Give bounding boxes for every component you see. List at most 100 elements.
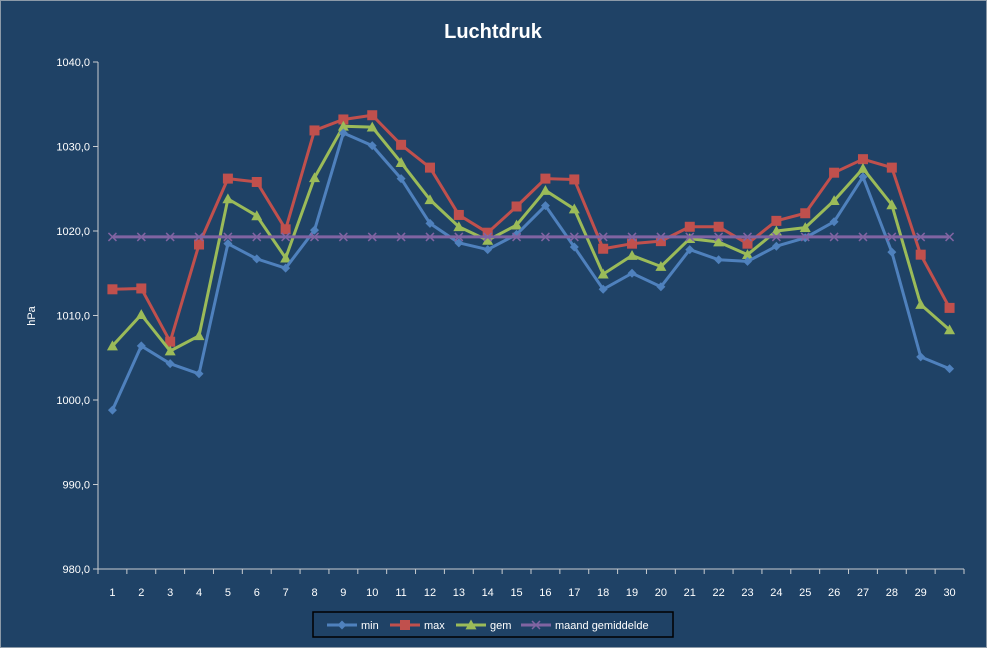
point-gem xyxy=(106,340,118,351)
point-max xyxy=(396,139,407,150)
point-gem xyxy=(857,162,869,173)
point-maand-gemiddelde xyxy=(771,232,781,242)
chart-title: Luchtdruk xyxy=(444,21,543,43)
point-gem xyxy=(164,345,176,356)
point-min xyxy=(743,256,752,266)
point-maand-gemiddelde xyxy=(685,232,695,242)
x-tick-label: 19 xyxy=(626,587,638,599)
point-maand-gemiddelde xyxy=(136,232,146,242)
x-tick-label: 9 xyxy=(340,587,346,599)
point-maand-gemiddelde xyxy=(483,232,493,242)
x-tick-label: 4 xyxy=(196,587,202,599)
legend-label: max xyxy=(424,620,445,632)
point-maand-gemiddelde-stroke xyxy=(252,232,262,242)
point-gem xyxy=(424,194,436,205)
y-tick-label: 1020,0 xyxy=(56,226,90,238)
x-tick-label: 15 xyxy=(510,587,522,599)
point-maand-gemiddelde-stroke xyxy=(136,232,146,242)
point-max xyxy=(280,224,291,235)
legend-label: min xyxy=(361,620,379,632)
point-maand-gemiddelde-stroke xyxy=(771,232,781,242)
point-max xyxy=(771,215,782,226)
point-maand-gemiddelde-stroke xyxy=(309,232,320,242)
point-max xyxy=(338,114,349,125)
point-max xyxy=(309,125,320,136)
point-gem xyxy=(713,236,725,247)
x-tick-label: 20 xyxy=(655,587,667,599)
point-maand-gemiddelde-stroke xyxy=(714,232,724,242)
legend-marker xyxy=(400,620,410,630)
point-maand-gemiddelde-stroke xyxy=(512,232,522,242)
point-gem xyxy=(655,260,667,271)
point-maand-gemiddelde xyxy=(512,232,522,242)
x-tick-label: 28 xyxy=(886,587,898,599)
point-maand-gemiddelde-stroke xyxy=(656,232,666,242)
x-tick-label: 5 xyxy=(225,587,231,599)
point-maand-gemiddelde-stroke xyxy=(829,232,839,242)
point-min xyxy=(252,254,262,264)
x-tick-label: 14 xyxy=(482,587,494,599)
point-max xyxy=(800,208,811,219)
point-min xyxy=(454,238,464,248)
point-max xyxy=(569,174,580,185)
point-maand-gemiddelde xyxy=(396,232,406,242)
series-maand-gemiddelde xyxy=(107,232,955,242)
point-gem xyxy=(539,184,551,195)
legend-item-gem: gem xyxy=(456,619,511,632)
point-min xyxy=(540,201,550,211)
point-maand-gemiddelde-stroke xyxy=(742,232,753,242)
point-min xyxy=(281,263,291,273)
x-tick-label: 2 xyxy=(138,587,144,599)
point-max xyxy=(713,221,724,232)
x-tick-label: 3 xyxy=(167,587,173,599)
legend-item-min: min xyxy=(327,620,379,632)
x-tick-label: 8 xyxy=(311,587,317,599)
point-max xyxy=(367,110,378,121)
legend-label: maand gemiddelde xyxy=(555,620,649,632)
point-maand-gemiddelde xyxy=(107,232,117,242)
x-tick-label: 18 xyxy=(597,587,609,599)
point-gem xyxy=(799,222,811,233)
point-maand-gemiddelde-stroke xyxy=(367,232,377,242)
point-min xyxy=(829,217,839,227)
point-max xyxy=(107,284,118,295)
point-gem xyxy=(309,172,320,183)
point-maand-gemiddelde xyxy=(829,232,839,242)
point-maand-gemiddelde xyxy=(598,232,608,242)
y-axis-title: hPa xyxy=(26,305,38,325)
point-maand-gemiddelde-stroke xyxy=(916,232,926,242)
point-min xyxy=(656,282,666,292)
point-min xyxy=(483,245,493,255)
point-min xyxy=(367,141,377,151)
point-maand-gemiddelde xyxy=(367,232,377,242)
axes: 980,0 990,0 1000,0 1010,0 1020,0 1030,0 1040,0… xyxy=(56,57,965,599)
point-maand-gemiddelde-stroke xyxy=(223,232,233,242)
x-tick-label: 29 xyxy=(915,587,927,599)
point-gem xyxy=(337,120,349,131)
x-tick-label: 23 xyxy=(741,587,753,599)
legend-marker xyxy=(337,620,347,630)
legend-marker xyxy=(531,620,541,630)
point-maand-gemiddelde-stroke xyxy=(887,232,897,242)
point-maand-gemiddelde xyxy=(569,232,579,242)
point-gem xyxy=(770,225,782,236)
x-tick-label: 26 xyxy=(828,587,840,599)
point-min xyxy=(569,242,579,252)
y-tick-label: 1010,0 xyxy=(56,311,90,323)
point-min xyxy=(194,369,204,379)
point-maand-gemiddelde xyxy=(800,232,810,242)
point-max xyxy=(857,154,868,165)
point-maand-gemiddelde-stroke xyxy=(569,232,579,242)
point-min xyxy=(945,364,955,374)
point-maand-gemiddelde xyxy=(858,232,868,242)
point-max xyxy=(742,238,753,249)
point-min xyxy=(598,284,608,294)
point-gem xyxy=(886,199,898,210)
point-min xyxy=(396,174,406,184)
y-tick-label: 980,0 xyxy=(62,564,90,576)
point-maand-gemiddelde-stroke xyxy=(281,232,291,242)
point-maand-gemiddelde xyxy=(742,232,753,242)
point-maand-gemiddelde xyxy=(425,232,435,242)
